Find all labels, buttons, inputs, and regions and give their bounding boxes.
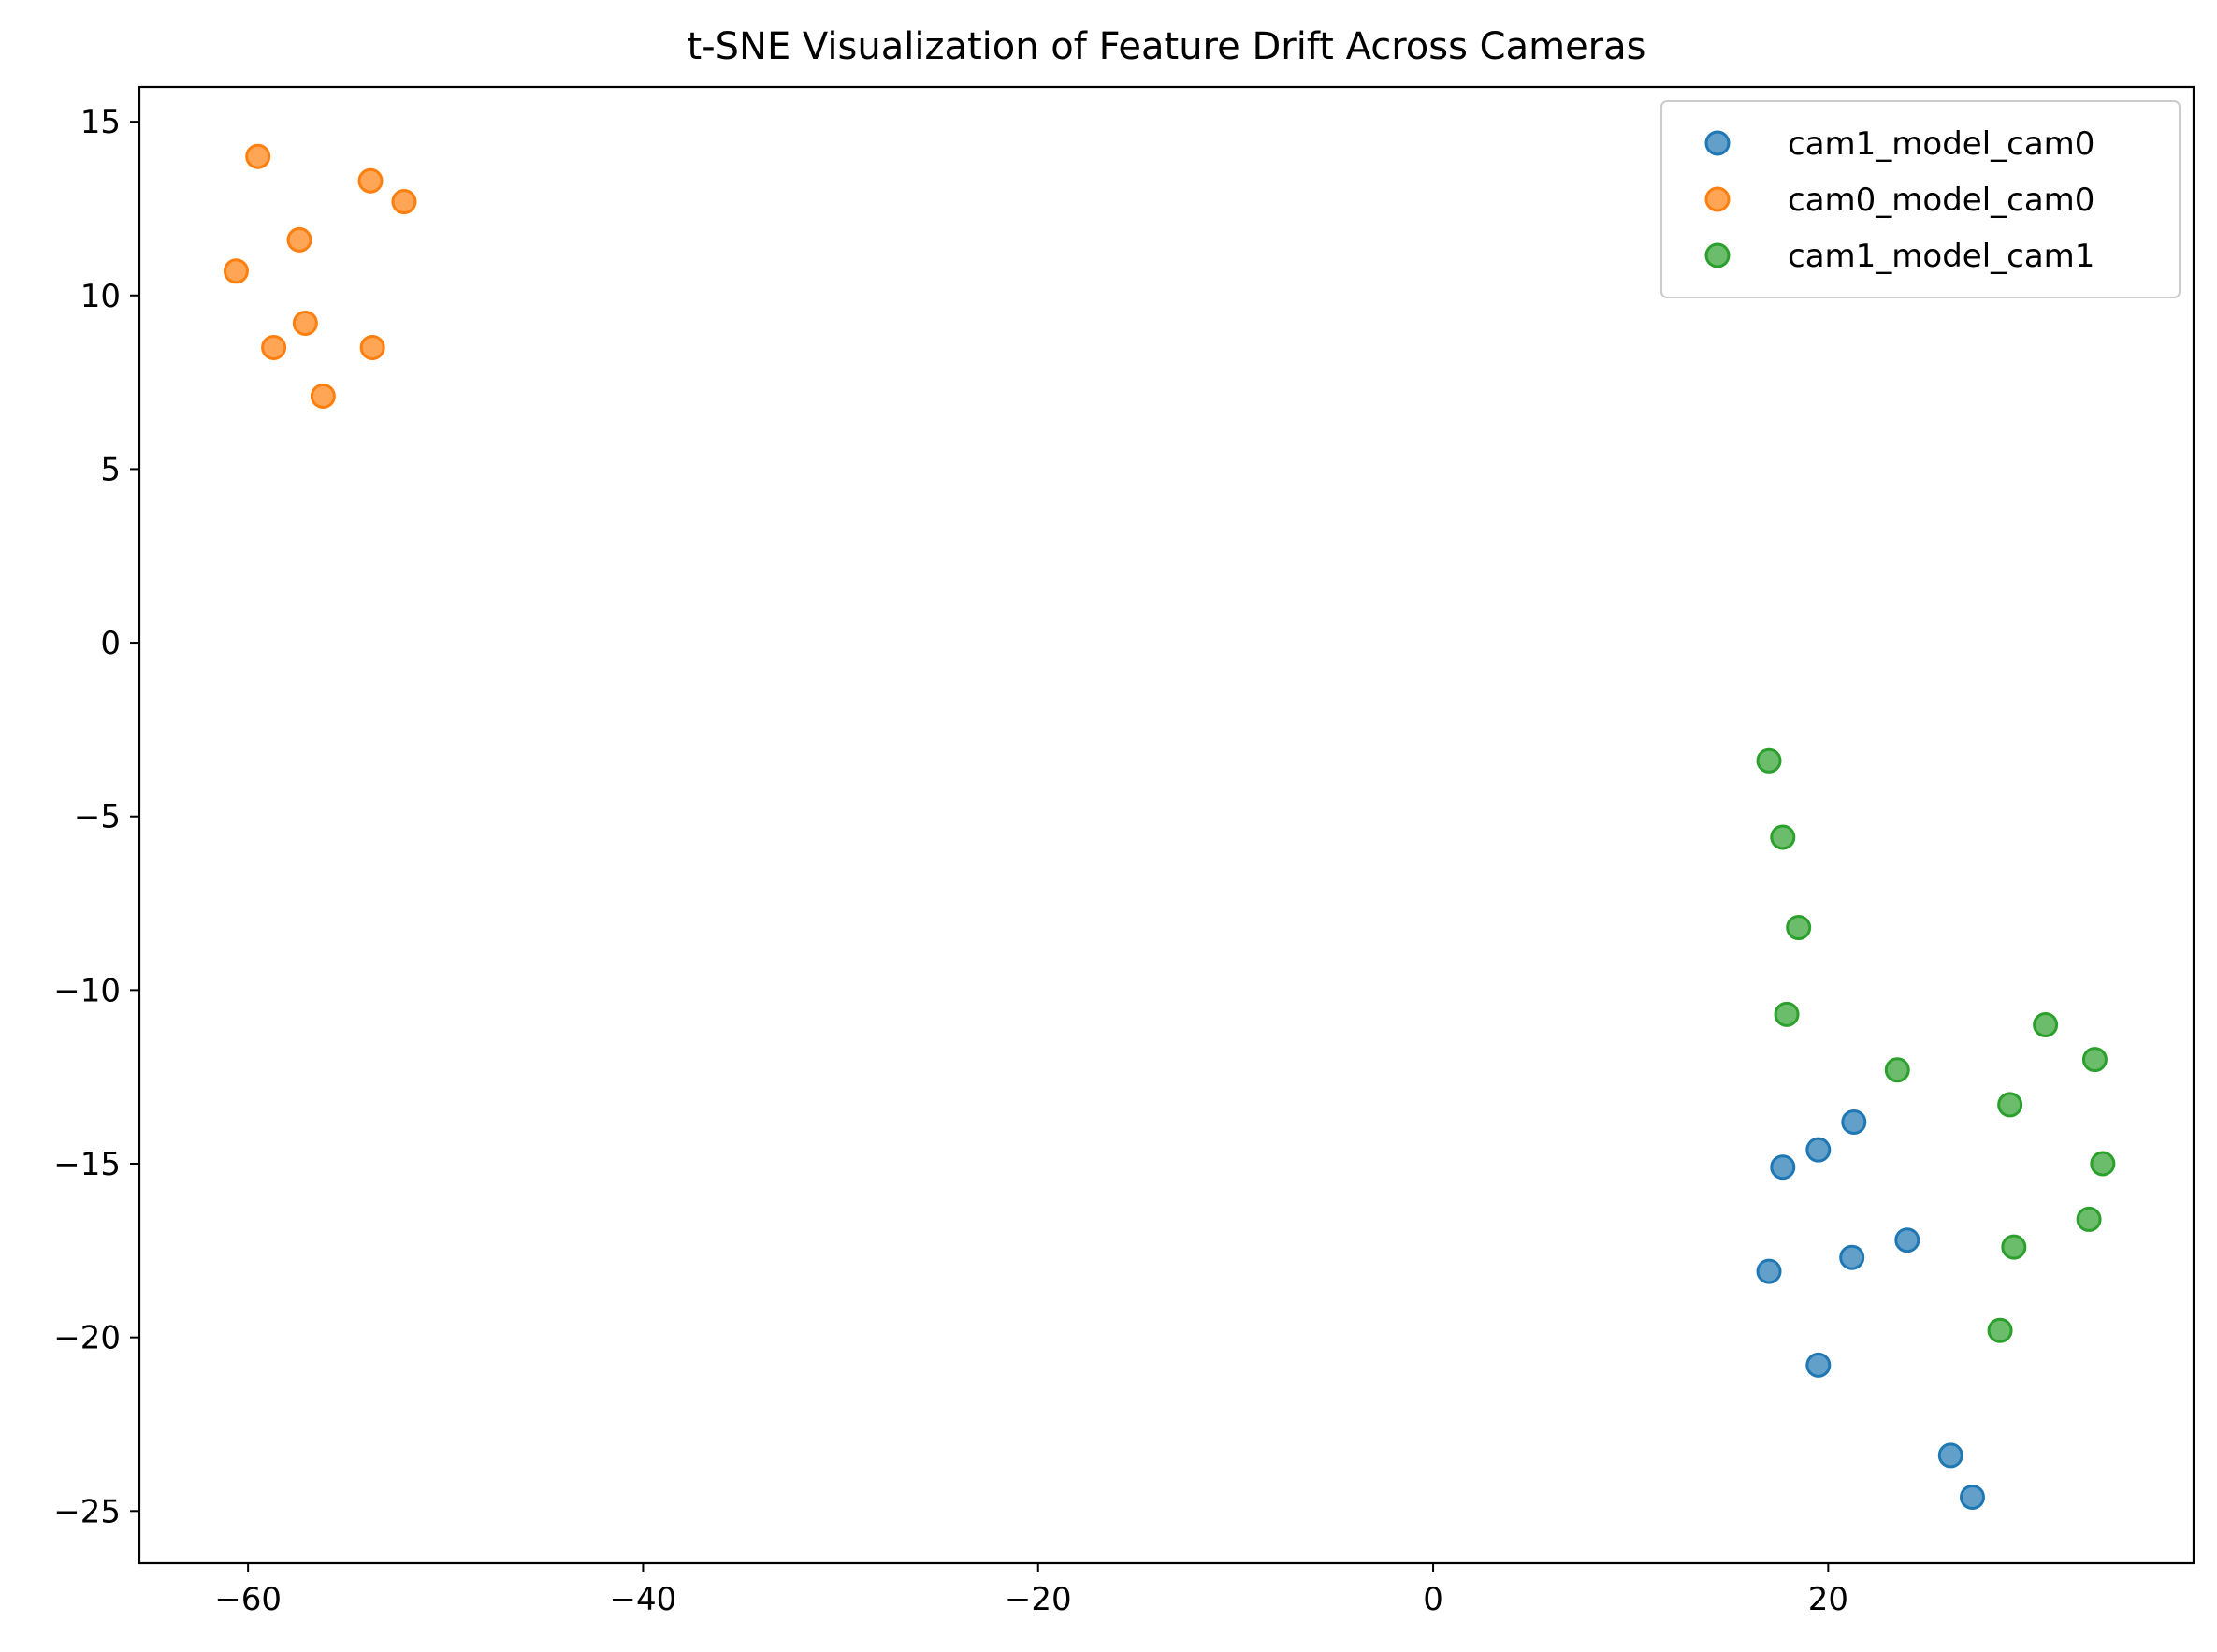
scatter-point [2076, 1206, 2102, 1232]
plot-frame [138, 85, 2195, 1565]
chart-title: t-SNE Visualization of Feature Drift Acr… [688, 25, 1646, 68]
scatter-point [1756, 747, 1782, 774]
scatter-point [357, 167, 384, 194]
scatter-point [1839, 1244, 1865, 1270]
scatter-points [223, 143, 2116, 1510]
scatter-point [1774, 1001, 1800, 1027]
legend-marker [1704, 242, 1731, 268]
scatter-point [359, 334, 385, 360]
scatter-point [1960, 1484, 1986, 1510]
legend-label: cam0_model_cam0 [1788, 181, 2094, 219]
legend-box [1660, 100, 2181, 298]
axis-ticks: −60 −40 −20 0 20 15 10 5 0 −5 −10 −15 −20 −25 [53, 104, 1848, 1618]
legend-marker [1704, 130, 1731, 156]
legend-label: cam1_model_cam1 [1788, 238, 2094, 275]
scatter-point [1770, 824, 1796, 850]
scatter-point [1805, 1137, 1832, 1163]
scatter-point [286, 226, 312, 253]
x-tick-label: −40 [610, 1581, 677, 1618]
y-tick-label: −25 [53, 1493, 121, 1530]
scatter-point [261, 334, 287, 360]
y-tick-label: 10 [80, 278, 121, 315]
scatter-point [1997, 1092, 2023, 1118]
scatter-point [2033, 1011, 2059, 1037]
scatter-point [292, 310, 318, 336]
scatter-point [2090, 1151, 2116, 1177]
scatter-point [1786, 915, 1812, 941]
scatter-point [1841, 1109, 1867, 1135]
legend: cam1_model_cam0 cam0_model_cam0 cam1_model… [1660, 100, 2181, 298]
y-tick-label: −10 [53, 972, 121, 1009]
x-tick-label: 20 [1808, 1581, 1848, 1618]
scatter-point [1805, 1352, 1832, 1378]
legend-label: cam1_model_cam0 [1788, 125, 2094, 163]
scatter-point [223, 258, 249, 284]
series-cam0_model_cam0 [223, 143, 417, 409]
y-tick-label: −5 [74, 799, 121, 836]
scatter-point [391, 189, 417, 215]
scatter-point [1937, 1442, 1963, 1469]
scatter-point [310, 383, 336, 409]
scatter-point [1770, 1154, 1796, 1181]
y-tick-label: 0 [100, 625, 121, 662]
y-tick-label: 5 [100, 451, 121, 488]
scatter-point [1884, 1057, 1910, 1083]
x-tick-label: −60 [214, 1581, 282, 1618]
scatter-point [2001, 1234, 2027, 1260]
legend-marker [1704, 186, 1731, 212]
scatter-point [1756, 1258, 1782, 1284]
y-tick-label: −20 [53, 1320, 121, 1357]
x-tick-label: 0 [1423, 1581, 1443, 1618]
y-tick-label: −15 [53, 1146, 121, 1183]
scatter-point [1987, 1317, 2013, 1343]
scatter-point [1894, 1227, 1920, 1253]
series-cam1_model_cam1 [1756, 747, 2116, 1343]
series-cam1_model_cam0 [1756, 1109, 1986, 1510]
scatter-point [245, 143, 271, 169]
y-tick-label: 15 [80, 104, 121, 141]
x-tick-label: −20 [1005, 1581, 1072, 1618]
scatter-point [2081, 1047, 2108, 1073]
